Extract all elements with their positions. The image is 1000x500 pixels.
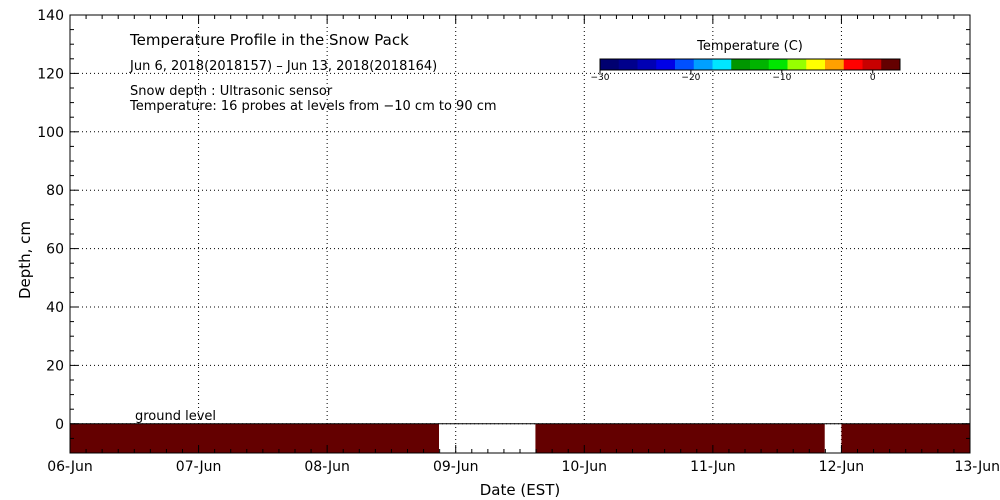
colorbar-segment [862, 59, 882, 70]
colorbar-tick-label: −10 [772, 73, 791, 83]
axes: 0 20 40 60 80 100 120 140 06-Jun 07-Jun 08-Jun 09-J… [37, 8, 1000, 475]
temperature-bands [70, 423, 970, 453]
colorbar-segment [843, 59, 863, 70]
y-tick-label: 40 [46, 300, 64, 316]
colorbar-segment [787, 59, 807, 70]
colorbar-segment [600, 59, 620, 70]
colorbar-segment [881, 59, 901, 70]
note-snow-depth: Snow depth : Ultrasonic sensor [130, 84, 333, 99]
ground-level-label: ground level [135, 409, 216, 424]
x-tick-label: 10-Jun [562, 459, 608, 475]
x-axis-label: Date (EST) [480, 481, 561, 499]
y-tick-label: 80 [46, 183, 64, 199]
x-tick-label: 09-Jun [433, 459, 479, 475]
y-tick-label: 0 [55, 417, 64, 433]
chart-subtitle: Jun 6, 2018(2018157) – Jun 13, 2018(2018… [129, 59, 437, 74]
colorbar-title: Temperature (C) [696, 39, 803, 54]
temperature-band [70, 423, 439, 453]
x-tick-label: 08-Jun [304, 459, 350, 475]
colorbar-segment [825, 59, 845, 70]
y-tick-label: 100 [37, 125, 64, 141]
colorbar-segment [712, 59, 732, 70]
x-tick-label: 07-Jun [176, 459, 222, 475]
x-tick-label: 12-Jun [819, 459, 865, 475]
y-tick-label: 20 [46, 358, 64, 374]
temperature-band [535, 423, 825, 453]
colorbar-segment [806, 59, 826, 70]
y-tick-label: 60 [46, 242, 64, 258]
y-tick-label: 120 [37, 66, 64, 82]
colorbar-segment [675, 59, 695, 70]
colorbar-tick-label: 0 [870, 73, 876, 83]
x-tick-label: 13-Jun [954, 459, 1000, 475]
colorbar-segment [768, 59, 788, 70]
y-tick-label: 140 [37, 8, 64, 24]
x-tick-label: 11-Jun [690, 459, 736, 475]
colorbar-segment [750, 59, 770, 70]
colorbar-segment [693, 59, 713, 70]
colorbar-frame [599, 58, 901, 71]
colorbar-segment [656, 59, 676, 70]
note-temperature: Temperature: 16 probes at levels from −1… [129, 99, 497, 114]
plot-frame [69, 14, 971, 454]
colorbar-segment [731, 59, 751, 70]
chart-title: Temperature Profile in the Snow Pack [129, 31, 409, 49]
colorbar-segment [618, 59, 638, 70]
colorbar: −30 −20 −10 0 [591, 58, 901, 83]
colorbar-segment [637, 59, 657, 70]
colorbar-tick-label: −30 [591, 73, 610, 83]
x-tick-label: 06-Jun [47, 459, 93, 475]
colorbar-tick-label: −20 [681, 73, 700, 83]
temperature-band [841, 423, 970, 453]
grid-layer [70, 15, 970, 453]
y-axis-label: Depth, cm [16, 221, 34, 299]
